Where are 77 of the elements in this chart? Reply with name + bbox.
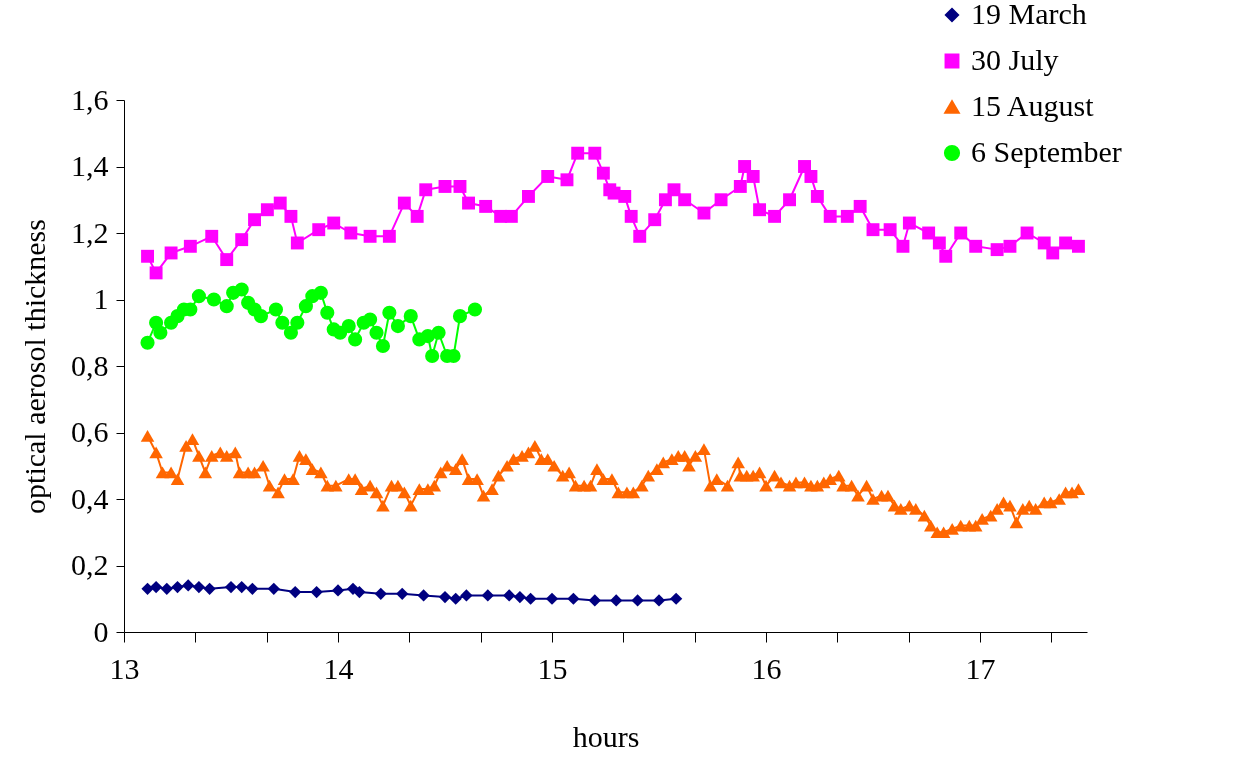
y-tick-label: 1,6	[71, 82, 109, 116]
point	[375, 338, 391, 354]
point	[652, 594, 666, 607]
point	[369, 325, 384, 340]
point	[631, 594, 644, 607]
point	[290, 315, 305, 330]
x-axis-title: hours	[572, 719, 640, 753]
x-tick-label: 14	[323, 651, 354, 685]
y-tick-label: 0,6	[71, 415, 109, 448]
point	[253, 309, 269, 324]
point	[310, 585, 323, 599]
point	[403, 309, 418, 324]
point	[503, 589, 516, 602]
point	[275, 315, 290, 330]
point	[513, 590, 527, 604]
point	[267, 582, 280, 595]
point	[363, 312, 378, 327]
legend-label: 6 September	[971, 135, 1122, 168]
point	[298, 299, 313, 314]
y-tick-label: 0	[93, 614, 109, 648]
point	[149, 580, 163, 594]
legend-label: 30 July	[971, 43, 1059, 76]
y-tick-label: 0,2	[71, 548, 109, 581]
point	[320, 305, 335, 320]
point	[438, 590, 452, 604]
point	[396, 587, 409, 600]
point	[192, 580, 206, 594]
point	[224, 580, 238, 594]
point	[283, 325, 298, 340]
point	[425, 348, 440, 364]
point	[234, 282, 249, 297]
point	[235, 580, 248, 594]
point	[203, 582, 216, 595]
y-tick-label: 1,2	[71, 215, 109, 249]
point	[206, 292, 221, 307]
point	[289, 585, 302, 599]
point	[588, 594, 601, 607]
point	[171, 580, 184, 594]
point	[382, 305, 397, 320]
point	[567, 592, 580, 605]
legend-label: 19 March	[971, 0, 1087, 30]
point	[160, 582, 173, 595]
x-tick-label: 16	[751, 651, 782, 685]
point	[460, 589, 473, 602]
point	[374, 587, 387, 600]
point	[268, 302, 284, 317]
legend-label: 15 August	[971, 89, 1095, 122]
point	[610, 594, 623, 607]
point	[431, 325, 446, 340]
point	[313, 285, 328, 300]
point	[524, 592, 537, 605]
point	[390, 319, 405, 334]
point	[670, 592, 683, 605]
point	[545, 592, 559, 605]
point	[481, 589, 494, 602]
x-tick-label: 15	[537, 651, 568, 685]
point	[219, 299, 234, 314]
y-tick-label: 1	[93, 282, 109, 315]
x-tick-label: 13	[109, 651, 140, 685]
y-tick-label: 1,4	[71, 149, 109, 182]
point	[341, 319, 356, 334]
point	[417, 589, 430, 602]
y-tick-label: 0,8	[71, 348, 109, 382]
y-axis-title: optical aerosol thickness	[18, 219, 51, 514]
y-tick-label: 0,4	[71, 481, 109, 515]
point	[153, 325, 168, 340]
point	[246, 582, 259, 595]
point	[140, 335, 155, 350]
point	[331, 584, 345, 597]
point	[182, 579, 195, 592]
point	[191, 289, 206, 304]
point	[353, 585, 366, 599]
point	[467, 302, 483, 317]
x-tick-label: 17	[965, 651, 996, 685]
point	[449, 592, 462, 605]
point	[452, 309, 468, 324]
point	[348, 332, 363, 347]
